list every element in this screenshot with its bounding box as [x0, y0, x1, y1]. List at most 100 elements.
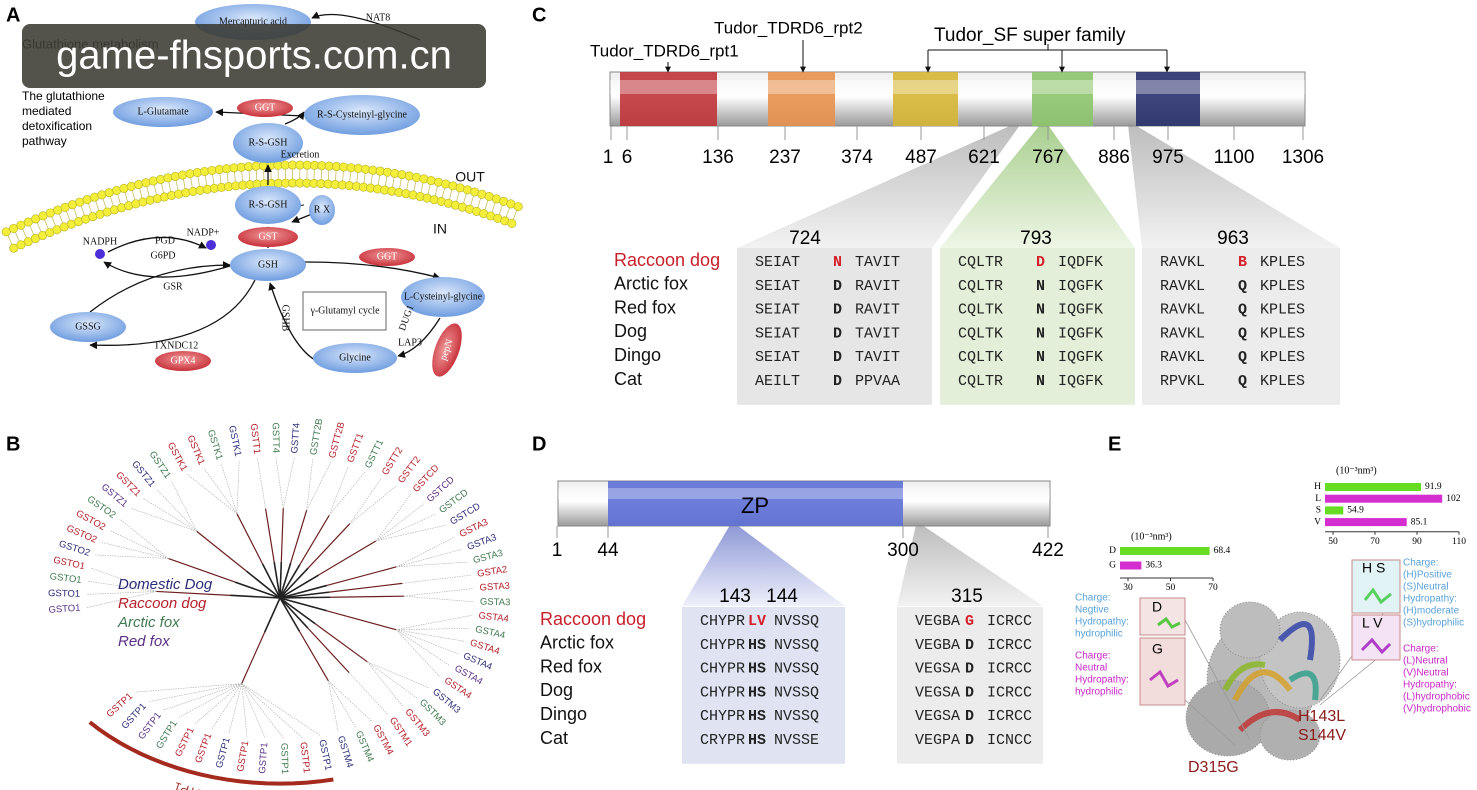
pathway-label: GGT — [255, 102, 276, 113]
sequence: IQGFK — [1058, 302, 1103, 319]
zoom-funnel — [1128, 125, 1340, 248]
species-label: Cat — [614, 369, 642, 389]
sequence: CHYPR — [700, 661, 745, 678]
metabolite-node — [233, 123, 303, 163]
residue: N — [1036, 373, 1045, 390]
value-label: 36.3 — [1145, 561, 1162, 571]
lipid-head — [419, 174, 429, 184]
residue: Q — [1238, 302, 1247, 319]
tree-branch — [203, 468, 238, 514]
tree-branch — [349, 477, 382, 524]
x-tick-label: 110 — [1452, 537, 1466, 547]
property-note: (V)Neutral — [1403, 668, 1449, 679]
sequence: RAVIT — [855, 278, 900, 295]
sequence: KPLES — [1260, 349, 1305, 366]
sequence: SEIAT — [755, 302, 800, 319]
lipid-head — [513, 202, 523, 212]
metabolite-node — [309, 195, 335, 225]
sequence: NVSSQ — [774, 613, 819, 630]
tree-branch — [241, 632, 266, 684]
residue-position: 144 — [766, 586, 798, 607]
tree-branch — [328, 471, 366, 516]
leaf-label: GSTP1 — [173, 726, 197, 759]
lipid-head — [119, 183, 129, 193]
lipid-head — [404, 171, 414, 181]
residue-stick — [1149, 669, 1179, 689]
sequence: RAVKL — [1160, 325, 1205, 342]
leaf-label: GSTT1 — [248, 423, 262, 455]
property-note: Hydropathy: — [1075, 617, 1129, 628]
category-label: L — [1315, 494, 1321, 504]
tree-branch — [156, 590, 231, 596]
tree-branch — [403, 595, 474, 603]
position-label: 422 — [1032, 540, 1064, 561]
tree-branch — [375, 524, 447, 542]
residue-position: 143 — [719, 586, 751, 607]
ribbon — [1222, 661, 1266, 692]
species-label: Dingo — [540, 704, 587, 724]
pathway-label: GGT — [377, 251, 398, 262]
tree-branch — [395, 629, 465, 642]
position-label: 886 — [1098, 147, 1130, 168]
metabolite-node — [235, 186, 301, 224]
mutation-label: D315G — [1188, 759, 1239, 776]
residue: HS — [748, 637, 766, 654]
residue: N — [1036, 302, 1045, 319]
pathway-label: γ-Glutamyl cycle — [309, 305, 380, 316]
sequence: VEGSA — [915, 684, 960, 701]
tree-branch — [328, 680, 339, 733]
position-label: 1100 — [1214, 147, 1255, 168]
ribbon — [1288, 670, 1319, 701]
tree-branch — [367, 661, 404, 707]
tree-branch — [101, 542, 169, 559]
residue: D — [833, 278, 842, 295]
inset-box — [1351, 559, 1401, 614]
leaf-label: GSTT4 — [270, 422, 282, 453]
leaf-label: GSTT2B — [327, 421, 347, 460]
residue: N — [1036, 349, 1045, 366]
x-tick-label: 50 — [1166, 583, 1176, 593]
tree-branch — [279, 597, 301, 632]
sequence: CHYPR — [700, 684, 745, 701]
pathway-label: R-S-GSH — [249, 199, 288, 210]
position-label: 767 — [1032, 147, 1064, 168]
pathway-label: G6PD — [150, 250, 175, 261]
chart-unit: (10⁻³nm³) — [1336, 465, 1377, 476]
tree-branch — [119, 518, 169, 559]
residue: N — [833, 254, 842, 271]
tree-branch — [279, 597, 309, 629]
tree-branch — [171, 481, 198, 532]
leaf-label: GSTP1 — [214, 736, 233, 769]
region-label: IN — [433, 221, 447, 237]
lipid-head — [134, 180, 144, 190]
tree-branch — [241, 683, 285, 739]
tree-branch — [187, 474, 238, 514]
sequence: ICRCC — [987, 684, 1032, 701]
bar — [1325, 518, 1407, 527]
tree-branch — [228, 683, 243, 734]
alignment-box — [897, 607, 1043, 764]
arrow — [89, 279, 256, 350]
tree-branch — [279, 562, 292, 599]
subtitle-line: mediated — [22, 104, 71, 118]
tree-branch — [279, 567, 309, 599]
residue: D — [965, 661, 974, 678]
cofactor-dot — [206, 240, 216, 250]
pathway-label: Mercapturic acid — [219, 16, 287, 27]
arrow — [397, 317, 441, 358]
tree-branch — [279, 597, 327, 612]
bracket — [928, 44, 1167, 51]
leaf-label: GSTO1 — [48, 588, 80, 600]
property-note: Hydropathy: — [1403, 594, 1457, 605]
sequence: TAVIT — [855, 254, 900, 271]
tree-branch — [280, 508, 284, 562]
surface — [1219, 601, 1281, 659]
leaf-label: GSTM4 — [353, 729, 376, 763]
residue: HS — [748, 732, 766, 749]
tree-branch — [298, 631, 329, 682]
lipid-head — [141, 178, 151, 188]
tree-branch — [396, 548, 463, 568]
species-label: Raccoon dog — [614, 250, 720, 270]
property-note: Charge: — [1403, 558, 1439, 569]
sequence: CQLTK — [958, 302, 1003, 319]
